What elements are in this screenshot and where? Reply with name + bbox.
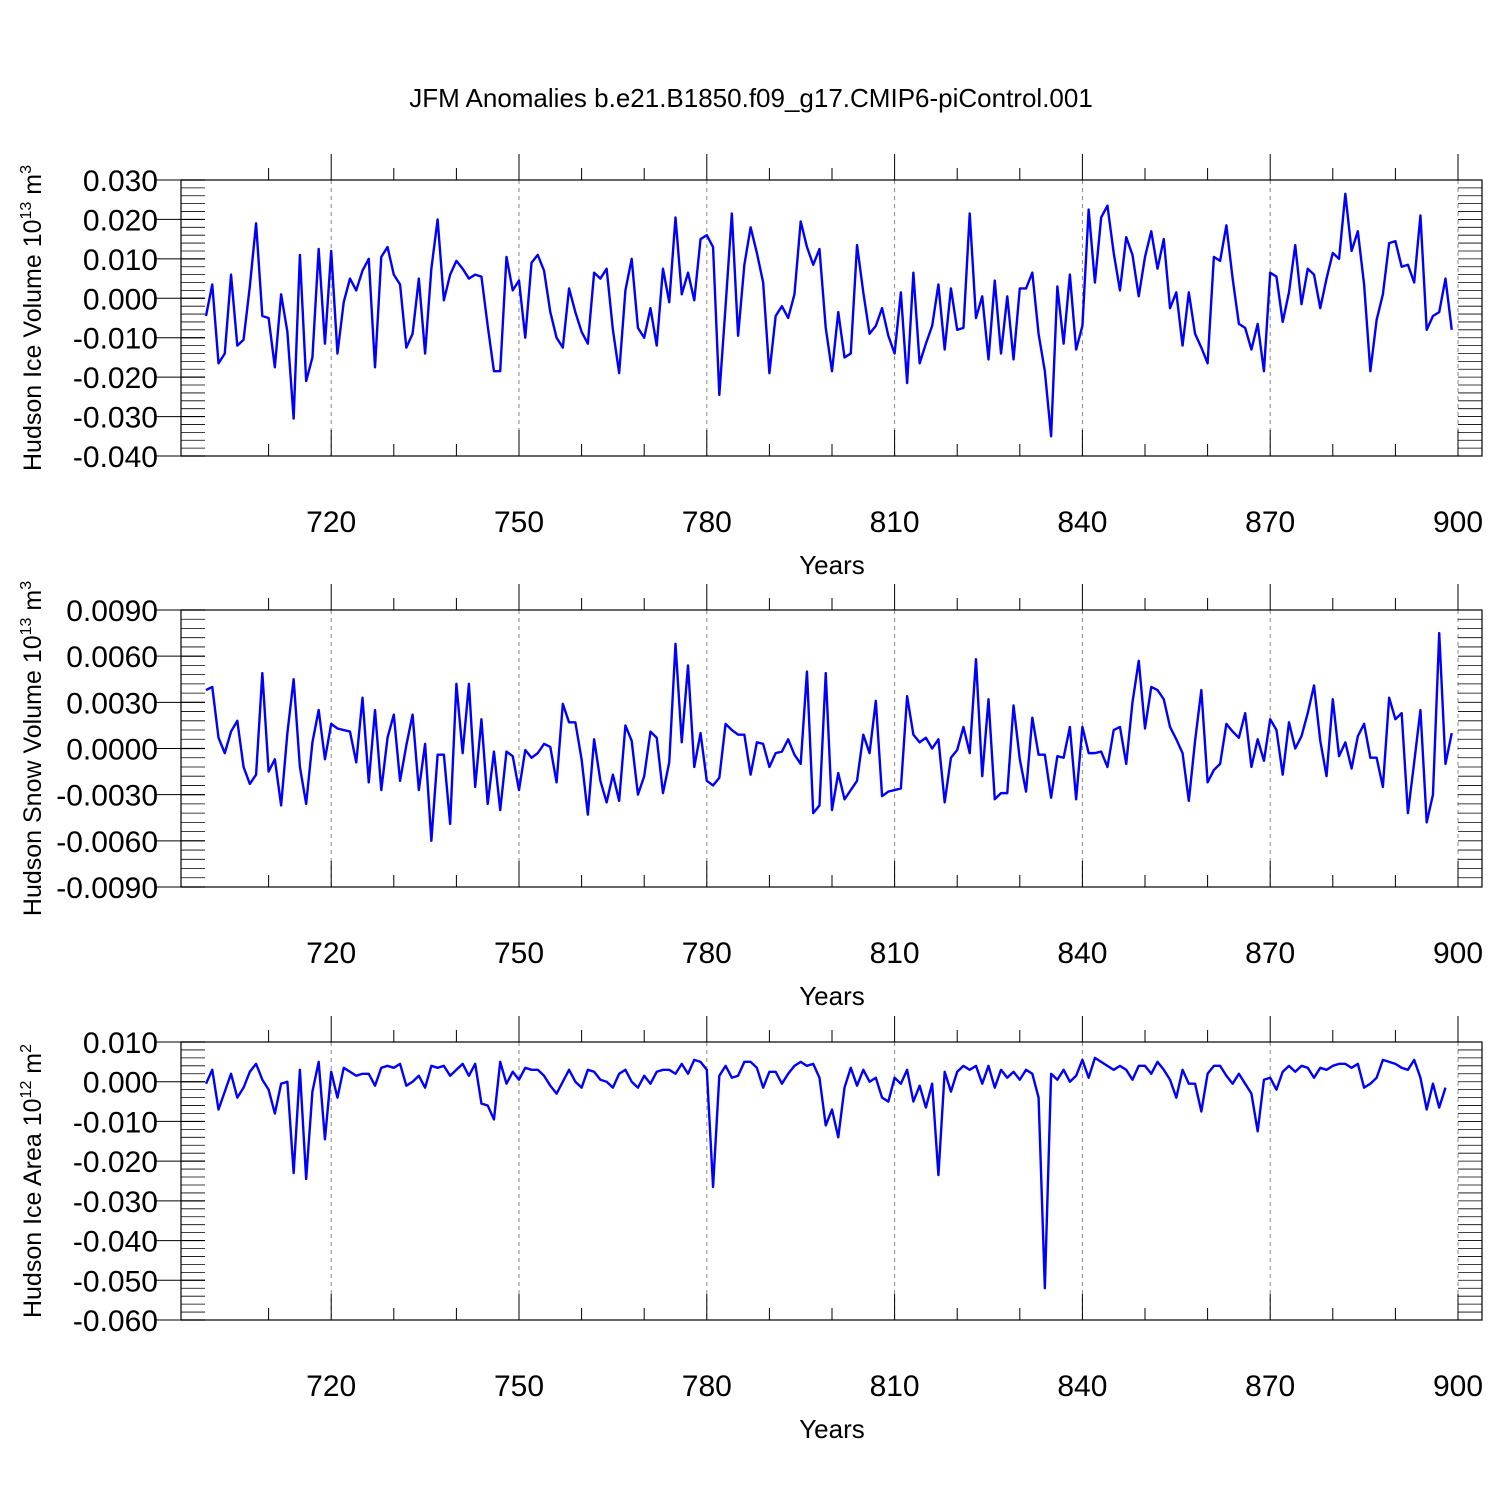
p2-x-axis-label: Years [799,1414,865,1444]
p2-ylabel-unit: m [19,1053,47,1081]
p2-xtick-label: 750 [494,1370,544,1403]
p1-xtick-label: 780 [682,937,732,970]
p1-xtick-label: 870 [1245,937,1295,970]
p1-xtick-label: 750 [494,937,544,970]
p0-xtick-label: 720 [306,506,356,539]
p2-ytick-label: -0.040 [73,1226,158,1259]
p1-xtick-label: 840 [1057,937,1107,970]
panel-snow-volume: 720 750 780 810 840 870 900 -0.0090 -0.0060 -0.00… [18,581,1483,1011]
p2-ytick-label: -0.030 [73,1186,158,1219]
p0-ytick-label: -0.030 [73,402,158,435]
p0-xtick-label: 870 [1245,506,1295,539]
p1-ytick-label: -0.0030 [56,780,158,813]
p0-ytick-label: 0.000 [83,283,158,316]
p1-ylabel-unit: m [19,590,47,618]
p2-ylabel-unit-exponent: 2 [18,1044,35,1053]
p1-ytick-label: -0.0060 [56,826,158,859]
p0-ytick-label: -0.040 [73,441,158,474]
p0-xtick-label: 840 [1057,506,1107,539]
p0-ytick-label: -0.020 [73,362,158,395]
p2-ytick-label: -0.020 [73,1146,158,1179]
p1-ytick-label: 0.0090 [66,595,158,628]
p0-ylabel-unit-exponent: 3 [18,165,35,174]
p2-xtick-label: 720 [306,1370,356,1403]
p2-ylabel-exponent: 12 [18,1081,35,1099]
p1-y-axis-label: Hudson Snow Volume 1013 m3 [18,581,47,916]
p0-ylabel-unit: m [19,174,47,202]
p0-y-axis-label: Hudson Ice Volume 1013 m3 [18,165,47,471]
p1-xtick-label: 720 [306,937,356,970]
p1-series-line [205,631,1453,843]
panel-ice-volume: 720 750 780 810 840 870 900 -0.040 -0.030 -0.020 -… [18,154,1483,580]
p1-xtick-label: 900 [1433,937,1483,970]
p2-xtick-label: 870 [1245,1370,1295,1403]
p0-ytick-label: 0.020 [83,204,158,237]
p0-x-axis-label: Years [799,550,865,580]
panel-ice-area: 720 750 780 810 840 870 900 -0.060 -0.050 -0.040 -… [18,1016,1483,1444]
p2-xtick-label: 780 [682,1370,732,1403]
p0-xtick-label: 900 [1433,506,1483,539]
p0-xtick-label: 750 [494,506,544,539]
p1-x-axis-label: Years [799,981,865,1011]
p1-ytick-label: 0.0060 [66,641,158,674]
p1-ylabel-unit-exponent: 3 [18,581,35,590]
p1-ytick-label: 0.0000 [66,734,158,767]
p0-xtick-label: 780 [682,506,732,539]
p1-ylabel-exponent: 13 [18,617,35,635]
p2-ytick-label: -0.060 [73,1305,158,1338]
p2-ytick-label: 0.000 [83,1067,158,1100]
p2-ytick-label: -0.050 [73,1265,158,1298]
p2-y-axis-label: Hudson Ice Area 1012 m2 [18,1044,47,1318]
figure-title: JFM Anomalies b.e21.B1850.f09_g17.CMIP6-… [409,83,1093,113]
p0-series-line [204,192,1453,438]
p2-xtick-label: 810 [870,1370,920,1403]
p2-xtick-label: 840 [1057,1370,1107,1403]
p2-ytick-label: -0.010 [73,1106,158,1139]
p0-ylabel-exponent: 13 [18,202,35,220]
p2-ylabel-main: Hudson Ice Area 10 [19,1098,47,1318]
p1-ytick-label: -0.0090 [56,872,158,905]
p0-ytick-label: -0.010 [73,323,158,356]
p2-xtick-label: 900 [1433,1370,1483,1403]
p1-ytick-label: 0.0030 [66,687,158,720]
p0-ytick-label: 0.010 [83,244,158,277]
p1-xtick-label: 810 [870,937,920,970]
p1-ylabel-main: Hudson Snow Volume 10 [19,635,47,916]
p0-xtick-label: 810 [870,506,920,539]
p0-ylabel-main: Hudson Ice Volume 10 [19,219,47,471]
p2-ytick-label: 0.010 [83,1027,158,1060]
p0-ytick-label: 0.030 [83,165,158,198]
p2-series-line [204,1056,1447,1290]
